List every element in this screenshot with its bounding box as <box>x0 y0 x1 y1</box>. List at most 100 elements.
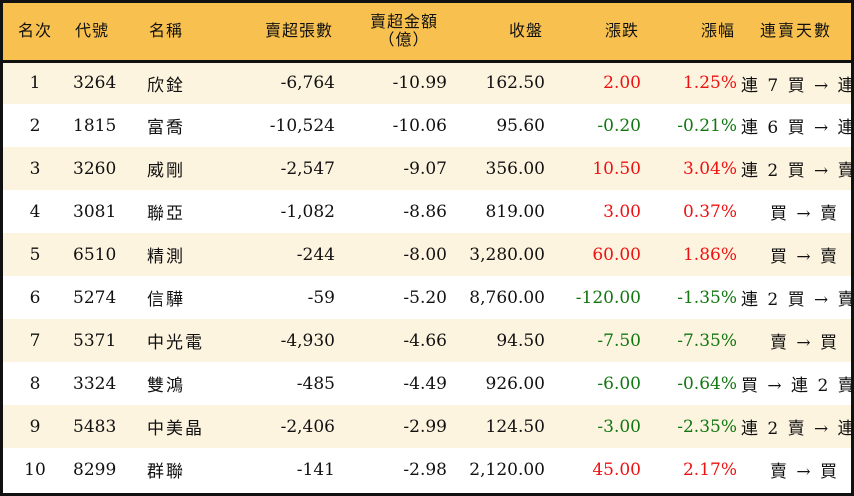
price-change-cell: -3.00 <box>597 416 641 437</box>
rank-cell: 5 <box>29 244 41 265</box>
net-sell-volume-cell: -4,930 <box>280 330 335 351</box>
net-sell-volume-cell: -2,406 <box>280 416 335 437</box>
rank-cell: 7 <box>29 330 41 351</box>
table-row: 8 3324 雙鴻 -485 -4.49 926.00 -6.00 -0.64% 買 → 連 2… <box>3 362 854 405</box>
stock-name-cell: 雙鴻 <box>147 376 185 396</box>
header-net-sell-amount-title: 賣超金額 <box>369 12 438 32</box>
close-price-cell: 94.50 <box>496 330 545 351</box>
stock-code-cell: 8299 <box>73 459 117 480</box>
close-price-cell: 3,280.00 <box>469 244 545 265</box>
header-code: 代號 <box>67 3 141 63</box>
stock-name-cell: 威剛 <box>147 161 185 181</box>
close-price-cell: 356.00 <box>485 158 545 179</box>
streak-cell: 連 2 賣 → 連 9 買 <box>741 419 854 439</box>
close-price-cell: 926.00 <box>485 373 545 394</box>
header-change-pct: 漲幅 <box>645 3 741 63</box>
rank-cell: 6 <box>29 287 41 308</box>
streak-cell: 連 7 買 → 連 6 賣 <box>741 75 854 96</box>
change-pct-cell: -0.21% <box>677 115 737 136</box>
net-sell-volume-cell: -6,764 <box>280 73 335 94</box>
change-pct-cell: 1.86% <box>682 244 737 265</box>
change-pct-cell: -0.64% <box>677 373 737 394</box>
table-row: 3 3260 威剛 -2,547 -9.07 356.00 10.50 3.04% 連 2 買 … <box>3 147 854 190</box>
net-sell-volume-cell: -59 <box>307 287 335 308</box>
net-sell-amount-cell: -2.98 <box>403 459 447 480</box>
streak-cell: 連 2 買 → 賣 <box>741 161 854 181</box>
table-row: 9 5483 中美晶 -2,406 -2.99 124.50 -3.00 -2.35% 連 2 … <box>3 405 854 448</box>
close-price-cell: 819.00 <box>485 201 545 222</box>
table-row: 5 6510 精測 -244 -8.00 3,280.00 60.00 1.86% 買 → 賣 <box>3 233 851 276</box>
price-change-cell: 60.00 <box>592 244 641 265</box>
stock-code-cell: 5483 <box>73 416 117 437</box>
header-change: 漲跌 <box>549 3 645 63</box>
stock-code-cell: 6510 <box>73 244 117 265</box>
streak-cell: 連 6 買 → 連 3 賣 <box>741 118 854 138</box>
net-sell-volume-cell: -141 <box>296 459 335 480</box>
change-pct-cell: 0.37% <box>682 201 737 222</box>
streak-cell: 買 → 連 2 賣 <box>741 376 854 396</box>
stock-code-cell: 3264 <box>73 73 117 94</box>
stock-name-cell: 中美晶 <box>147 419 204 439</box>
table-body: 1 3264 欣銓 -6,764 -10.99 162.50 2.00 1.25% 連 7 買 … <box>3 61 854 491</box>
rank-cell: 1 <box>29 73 41 94</box>
price-change-cell: -0.20 <box>597 115 641 136</box>
stock-code-cell: 1815 <box>73 115 117 136</box>
table-header: 名次 代號 名稱 賣超張數 賣超金額 （億） 收盤 漲跌 漲幅 連賣天數 <box>3 3 851 63</box>
change-pct-cell: -2.35% <box>677 416 737 437</box>
stock-code-cell: 3260 <box>73 158 117 179</box>
net-sell-amount-cell: -8.00 <box>403 244 447 265</box>
stock-name-cell: 欣銓 <box>147 75 185 96</box>
streak-cell: 買 → 賣 <box>769 247 839 267</box>
header-rank: 名次 <box>3 3 67 63</box>
price-change-cell: 2.00 <box>603 73 641 94</box>
change-pct-cell: -7.35% <box>677 330 737 351</box>
close-price-cell: 95.60 <box>496 115 545 136</box>
price-change-cell: 10.50 <box>592 158 641 179</box>
table-row: 7 5371 中光電 -4,930 -4.66 94.50 -7.50 -7.35% 賣 → 買 <box>3 319 851 362</box>
price-change-cell: -120.00 <box>575 287 641 308</box>
table-row: 2 1815 富喬 -10,524 -10.06 95.60 -0.20 -0.21% 連 6 … <box>3 104 854 147</box>
streak-cell: 賣 → 買 <box>769 333 839 353</box>
change-pct-cell: -1.35% <box>677 287 737 308</box>
header-net-sell-volume: 賣超張數 <box>239 3 339 63</box>
close-price-cell: 162.50 <box>485 73 545 94</box>
header-net-sell-amount-unit: （億） <box>378 30 430 50</box>
table-row: 6 5274 信驊 -59 -5.20 8,760.00 -120.00 -1.35% 連 2 … <box>3 276 854 319</box>
rank-cell: 4 <box>29 201 41 222</box>
streak-cell: 賣 → 買 <box>769 462 839 482</box>
price-change-cell: -7.50 <box>597 330 641 351</box>
stock-code-cell: 3324 <box>73 373 117 394</box>
net-sell-volume-cell: -10,524 <box>269 115 335 136</box>
stock-code-cell: 5274 <box>73 287 117 308</box>
rank-cell: 10 <box>24 459 46 480</box>
price-change-cell: -6.00 <box>597 373 641 394</box>
stock-name-cell: 聯亞 <box>147 204 185 224</box>
net-sell-volume-cell: -485 <box>296 373 335 394</box>
header-row: 名次 代號 名稱 賣超張數 賣超金額 （億） 收盤 漲跌 漲幅 連賣天數 <box>3 3 851 63</box>
close-price-cell: 124.50 <box>485 416 545 437</box>
stock-code-cell: 3081 <box>73 201 117 222</box>
net-sell-amount-cell: -4.66 <box>403 330 447 351</box>
header-close: 收盤 <box>451 3 549 63</box>
header-streak: 連賣天數 <box>741 3 851 63</box>
net-sell-volume-cell: -244 <box>296 244 335 265</box>
stock-name-cell: 中光電 <box>147 333 204 353</box>
change-pct-cell: 2.17% <box>682 459 737 480</box>
net-sell-amount-cell: -4.49 <box>403 373 447 394</box>
rank-cell: 8 <box>29 373 41 394</box>
header-net-sell-amount: 賣超金額 （億） <box>339 3 451 63</box>
net-sell-amount-cell: -2.99 <box>403 416 447 437</box>
stock-code-cell: 5371 <box>73 330 117 351</box>
net-sell-amount-cell: -10.06 <box>392 115 447 136</box>
close-price-cell: 8,760.00 <box>469 287 545 308</box>
stock-name-cell: 富喬 <box>147 118 185 138</box>
price-change-cell: 3.00 <box>603 201 641 222</box>
net-sell-amount-cell: -10.99 <box>392 73 447 94</box>
rank-cell: 9 <box>29 416 41 437</box>
stock-name-cell: 群聯 <box>147 462 185 482</box>
net-sell-amount-cell: -9.07 <box>403 158 447 179</box>
table-row: 1 3264 欣銓 -6,764 -10.99 162.50 2.00 1.25% 連 7 買 … <box>3 61 854 104</box>
change-pct-cell: 3.04% <box>682 158 737 179</box>
streak-cell: 連 2 買 → 賣 <box>741 290 854 310</box>
